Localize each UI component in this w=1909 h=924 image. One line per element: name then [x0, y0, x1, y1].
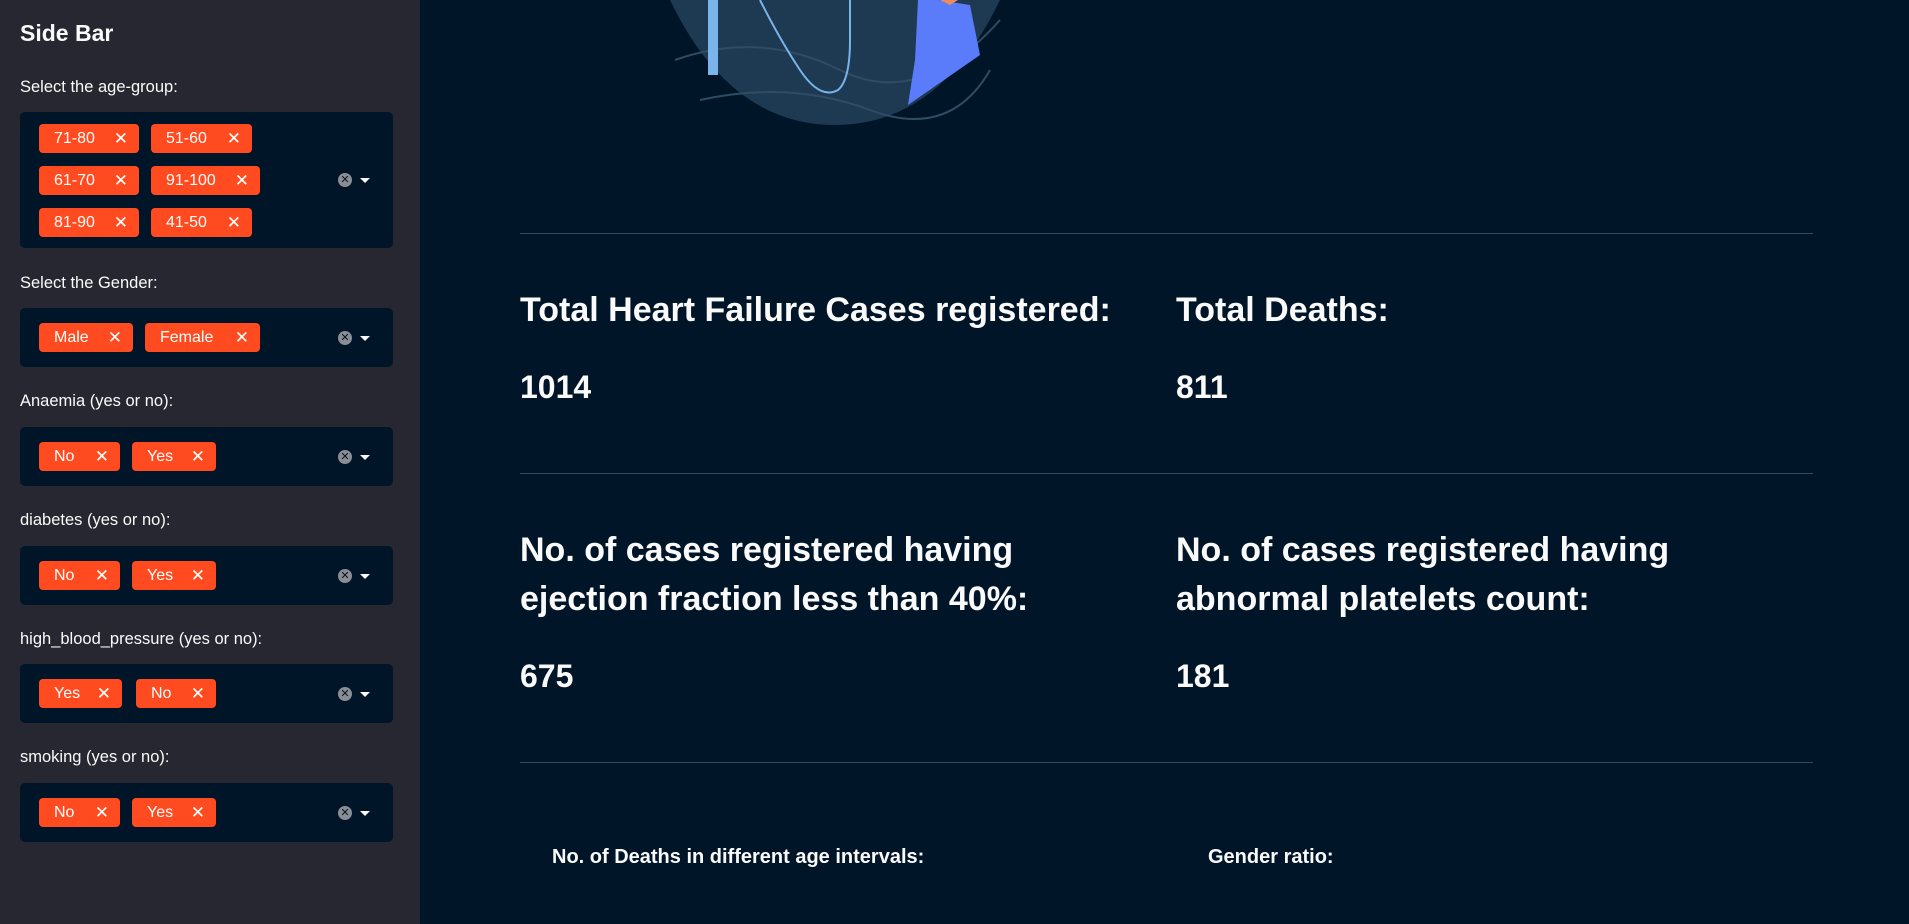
chevron-down-icon[interactable]: [360, 811, 370, 816]
clear-all-icon[interactable]: ✕: [338, 173, 352, 187]
chevron-down-icon[interactable]: [360, 455, 370, 460]
chevron-down-icon[interactable]: [360, 336, 370, 341]
smoking-label: smoking (yes or no):: [20, 748, 170, 766]
chip-anaemia-no[interactable]: No ✕: [39, 442, 120, 471]
remove-icon[interactable]: ✕: [113, 213, 128, 232]
chip-anaemia-yes[interactable]: Yes ✕: [132, 442, 216, 471]
chip-diabetes-yes[interactable]: Yes ✕: [132, 561, 216, 590]
abnormal-platelets-heading: No. of cases registered having abnormal …: [1176, 531, 1670, 618]
ejection-fraction-heading: No. of cases registered having ejection …: [520, 531, 1029, 618]
chip-smoking-yes[interactable]: Yes ✕: [132, 798, 216, 827]
divider: [520, 762, 1813, 763]
chip-gender-female[interactable]: Female ✕: [145, 323, 260, 352]
chart-outline-shape: [759, 0, 851, 94]
total-deaths-value: 811: [1176, 369, 1228, 405]
total-cases-heading: Total Heart Failure Cases registered:: [520, 291, 1111, 329]
chart-graphic: [670, 0, 1001, 125]
remove-icon[interactable]: ✕: [190, 684, 205, 703]
remove-icon[interactable]: ✕: [190, 803, 205, 822]
main-content: Total Heart Failure Cases registered: 10…: [420, 0, 1909, 924]
clear-all-icon[interactable]: ✕: [338, 687, 352, 701]
chip-age-81-90[interactable]: 81-90 ✕: [39, 208, 139, 237]
ejection-fraction-value: 675: [520, 658, 574, 694]
diabetes-label: diabetes (yes or no):: [20, 511, 171, 529]
abnormal-platelets-value: 181: [1176, 658, 1230, 694]
chevron-down-icon[interactable]: [360, 692, 370, 697]
total-deaths-heading: Total Deaths:: [1176, 291, 1389, 329]
remove-icon[interactable]: ✕: [234, 171, 249, 190]
remove-icon[interactable]: ✕: [113, 171, 128, 190]
total-cases-value: 1014: [520, 369, 592, 405]
high-blood-pressure-multiselect[interactable]: Yes ✕ No ✕ ✕: [20, 664, 393, 723]
gender-ratio-subheader: Gender ratio:: [1208, 846, 1334, 868]
clear-all-icon[interactable]: ✕: [338, 806, 352, 820]
remove-icon[interactable]: ✕: [226, 129, 241, 148]
chart-wedge-shape: [908, 0, 980, 105]
chip-hbp-no[interactable]: No ✕: [136, 679, 216, 708]
chip-hbp-yes[interactable]: Yes ✕: [39, 679, 122, 708]
sidebar-title: Side Bar: [20, 20, 114, 46]
gender-multiselect[interactable]: Male ✕ Female ✕ ✕: [20, 308, 393, 367]
remove-icon[interactable]: ✕: [94, 447, 109, 466]
chart-wedge-shape: [940, 0, 958, 5]
chip-age-51-60[interactable]: 51-60 ✕: [151, 124, 252, 153]
sidebar: Side Bar Select the age-group: 71-80 ✕ 51…: [0, 0, 420, 924]
remove-icon[interactable]: ✕: [94, 566, 109, 585]
high-blood-pressure-label: high_blood_pressure (yes or no):: [20, 630, 263, 648]
remove-icon[interactable]: ✕: [94, 803, 109, 822]
age-group-label: Select the age-group:: [20, 78, 178, 96]
chip-age-71-80[interactable]: 71-80 ✕: [39, 124, 139, 153]
chip-age-61-70[interactable]: 61-70 ✕: [39, 166, 139, 195]
remove-icon[interactable]: ✕: [190, 566, 205, 585]
chart-bar-shape: [708, 0, 718, 75]
chip-age-91-100[interactable]: 91-100 ✕: [151, 166, 260, 195]
smoking-multiselect[interactable]: No ✕ Yes ✕ ✕: [20, 783, 393, 842]
chip-smoking-no[interactable]: No ✕: [39, 798, 120, 827]
diabetes-multiselect[interactable]: No ✕ Yes ✕ ✕: [20, 546, 393, 605]
chevron-down-icon[interactable]: [360, 178, 370, 183]
chevron-down-icon[interactable]: [360, 574, 370, 579]
chip-diabetes-no[interactable]: No ✕: [39, 561, 120, 590]
divider: [520, 473, 1813, 474]
chip-age-41-50[interactable]: 41-50 ✕: [151, 208, 252, 237]
deaths-by-age-subheader: No. of Deaths in different age intervals…: [552, 846, 925, 868]
anaemia-multiselect[interactable]: No ✕ Yes ✕ ✕: [20, 427, 393, 486]
chart-contour-line: [699, 69, 991, 120]
remove-icon[interactable]: ✕: [107, 328, 122, 347]
remove-icon[interactable]: ✕: [234, 328, 249, 347]
age-group-multiselect[interactable]: 71-80 ✕ 51-60 ✕ 61-70 ✕ 91-100 ✕ 81-90 ✕ 41-5…: [20, 112, 393, 248]
gender-label: Select the Gender:: [20, 274, 158, 292]
remove-icon[interactable]: ✕: [96, 684, 111, 703]
divider: [520, 233, 1813, 234]
clear-all-icon[interactable]: ✕: [338, 331, 352, 345]
chip-gender-male[interactable]: Male ✕: [39, 323, 133, 352]
clear-all-icon[interactable]: ✕: [338, 450, 352, 464]
anaemia-label: Anaemia (yes or no):: [20, 392, 174, 410]
remove-icon[interactable]: ✕: [190, 447, 205, 466]
remove-icon[interactable]: ✕: [226, 213, 241, 232]
remove-icon[interactable]: ✕: [113, 129, 128, 148]
clear-all-icon[interactable]: ✕: [338, 569, 352, 583]
